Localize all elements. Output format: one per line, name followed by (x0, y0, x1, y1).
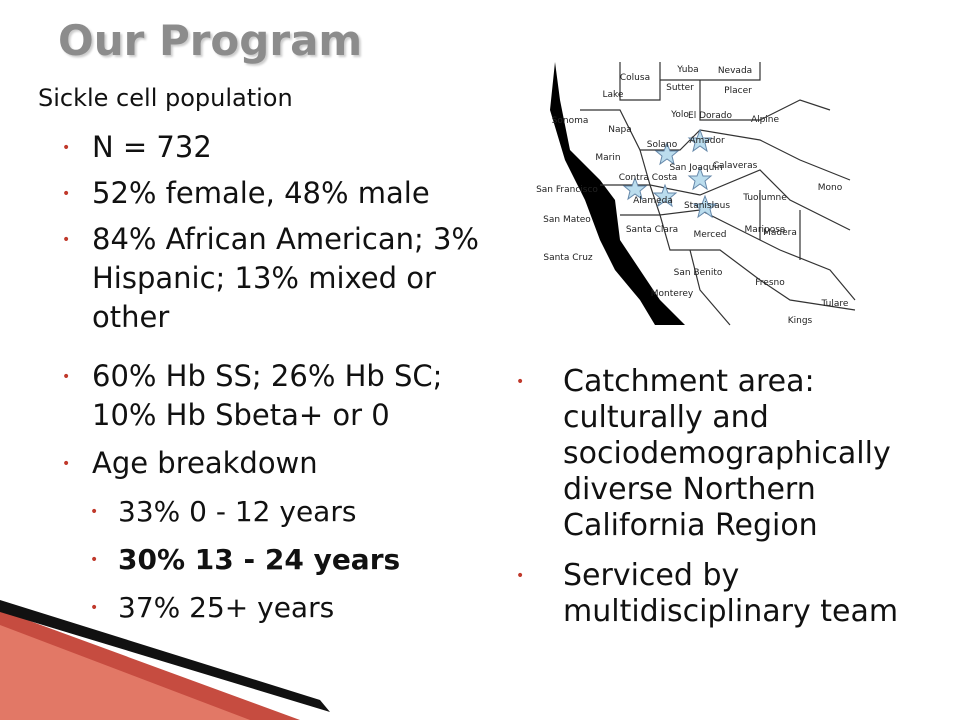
map-label: Santa Cruz (543, 253, 593, 263)
bullet: • (90, 600, 99, 616)
bullet: • (62, 186, 71, 202)
sub-item: 37% 25+ years (118, 591, 335, 624)
map-label: San Francisco (536, 185, 598, 195)
bullet: • (90, 552, 99, 568)
map-label: Sutter (666, 83, 694, 93)
map-label: Alpine (751, 115, 780, 125)
list-item: Catchment area: culturally and sociodemo… (563, 364, 891, 543)
list-item: 60% Hb SS; 26% Hb SC; 10% Hb Sbeta+ or 0 (92, 359, 443, 432)
map-label: Monterey (651, 289, 694, 299)
bullet: • (62, 232, 71, 248)
bullet: • (90, 504, 99, 520)
map-label: El Dorado (688, 111, 732, 121)
map-label: Kings (788, 316, 813, 326)
map-label: Madera (763, 228, 797, 238)
sub-item: 33% 0 - 12 years (118, 495, 357, 528)
map-label: Contra Costa (619, 173, 678, 183)
map-label: Mono (818, 183, 843, 193)
map-label: Sonoma (552, 116, 589, 126)
list-item: 84% African American; 3% Hispanic; 13% m… (92, 222, 479, 334)
bullet: • (62, 369, 71, 385)
map-label: Nevada (718, 66, 752, 76)
list-item: 52% female, 48% male (92, 176, 430, 210)
map-label: Colusa (620, 73, 650, 83)
map-label: Alameda (633, 196, 673, 206)
map (548, 62, 856, 326)
map-label: Calaveras (713, 161, 758, 171)
bullet: • (62, 456, 71, 472)
map-label: Lake (603, 90, 624, 100)
map-label: Mariposa (745, 225, 786, 235)
map-label: Napa (608, 125, 631, 135)
map-label: Solano (647, 140, 678, 150)
heading: Sickle cell population (38, 84, 293, 112)
map-label: Yolo (670, 110, 689, 120)
map-label: Santa Clara (626, 225, 678, 235)
bullet: • (516, 568, 525, 584)
map-label: Marin (595, 153, 620, 163)
map-label: Yuba (676, 65, 698, 75)
bullet: • (516, 374, 525, 390)
map-label: Fresno (755, 278, 785, 288)
map-label: San Benito (674, 268, 723, 278)
map-label: San Joaquin (669, 163, 722, 173)
map-label: Stanislaus (684, 201, 730, 211)
list-item: Serviced by multidisciplinary team (563, 558, 899, 629)
map-label: Placer (724, 86, 752, 96)
title: Our Program (58, 16, 363, 65)
map-label: Tulare (821, 299, 849, 309)
map-label: Merced (693, 230, 726, 240)
map-label: Tuolumne (742, 193, 787, 203)
map-label: Amador (689, 136, 725, 146)
list-item: N = 732 (92, 130, 212, 164)
map-label: San Mateo (543, 215, 591, 225)
bullet: • (62, 140, 71, 156)
sub-item: 30% 13 - 24 years (118, 543, 401, 576)
list-item: Age breakdown (92, 446, 318, 480)
